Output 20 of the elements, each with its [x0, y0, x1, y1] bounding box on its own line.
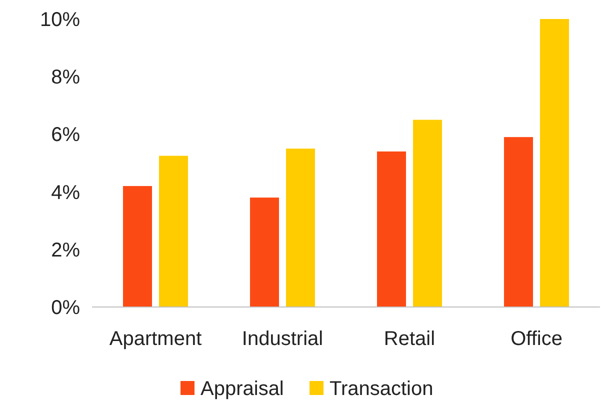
- bar: [540, 19, 569, 307]
- x-tick-label: Retail: [384, 328, 436, 350]
- y-tick-label: 8%: [51, 66, 80, 89]
- legend-label: Transaction: [330, 378, 434, 400]
- x-tick-label: Industrial: [242, 328, 324, 350]
- bar: [377, 151, 406, 307]
- bar: [159, 156, 188, 307]
- legend-label: Appraisal: [200, 378, 284, 400]
- bar: [250, 198, 279, 307]
- y-tick-label: 10%: [40, 9, 80, 31]
- y-tick-label: 4%: [51, 182, 80, 204]
- x-tick-label: Apartment: [109, 328, 202, 350]
- y-tick-label: 2%: [51, 239, 80, 262]
- x-tick-label: Office: [510, 328, 562, 350]
- bar: [286, 148, 315, 307]
- bar: [504, 137, 533, 307]
- y-tick-label: 6%: [51, 124, 80, 146]
- y-tick-label: 0%: [51, 297, 80, 319]
- bar: [123, 186, 152, 307]
- bar: [413, 120, 442, 307]
